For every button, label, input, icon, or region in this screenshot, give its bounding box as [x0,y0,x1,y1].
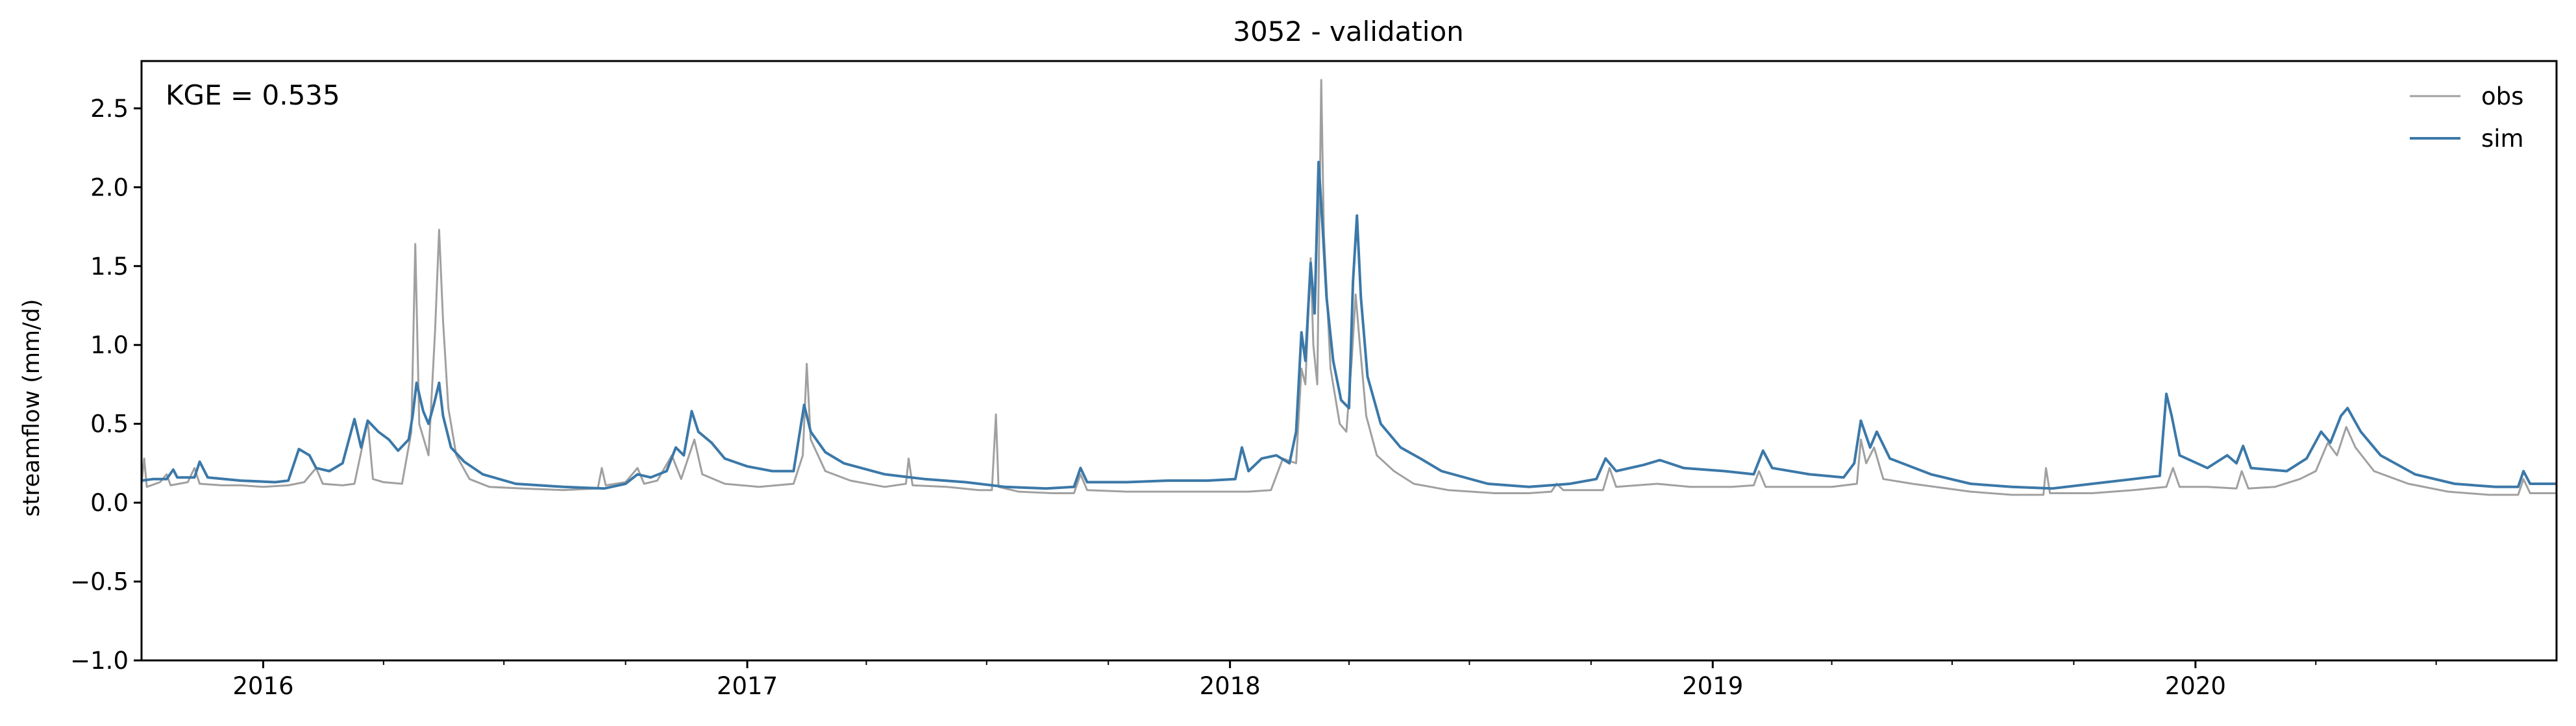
obs-series-line [140,79,2557,496]
sim-legend-label: sim [2481,125,2524,153]
x-tick-label: 2017 [717,672,778,700]
y-tick-label: 0.5 [90,410,129,438]
y-tick-label: 0.0 [90,489,129,517]
kge-annotation: KGE = 0.535 [166,79,340,111]
x-tick-label: 2018 [1200,672,1261,700]
chart-title: 3052 - validation [1233,16,1464,47]
y-tick-label: 1.0 [90,331,129,359]
obs-legend-label: obs [2481,82,2523,110]
y-axis-label: streamflow (mm/d) [19,299,45,516]
x-tick-label: 2019 [1682,672,1743,700]
axes: −1.0 −0.5 0.0 0.5 1.0 1.5 2.0 2.5 2016 2017 2018 20… [70,95,2437,700]
sim-series-line [141,160,2557,490]
plot-frame [140,60,2558,662]
legend: obs sim [2410,82,2524,153]
y-tick-label: 2.0 [90,173,129,201]
y-tick-label: −1.0 [70,647,129,675]
y-tick-label: 2.5 [90,95,129,123]
x-tick-label: 2016 [232,672,293,700]
x-tick-label: 2020 [2165,672,2226,700]
plot-area [140,79,2557,496]
y-tick-label: 1.5 [90,253,129,281]
y-tick-label: −0.5 [70,568,129,596]
